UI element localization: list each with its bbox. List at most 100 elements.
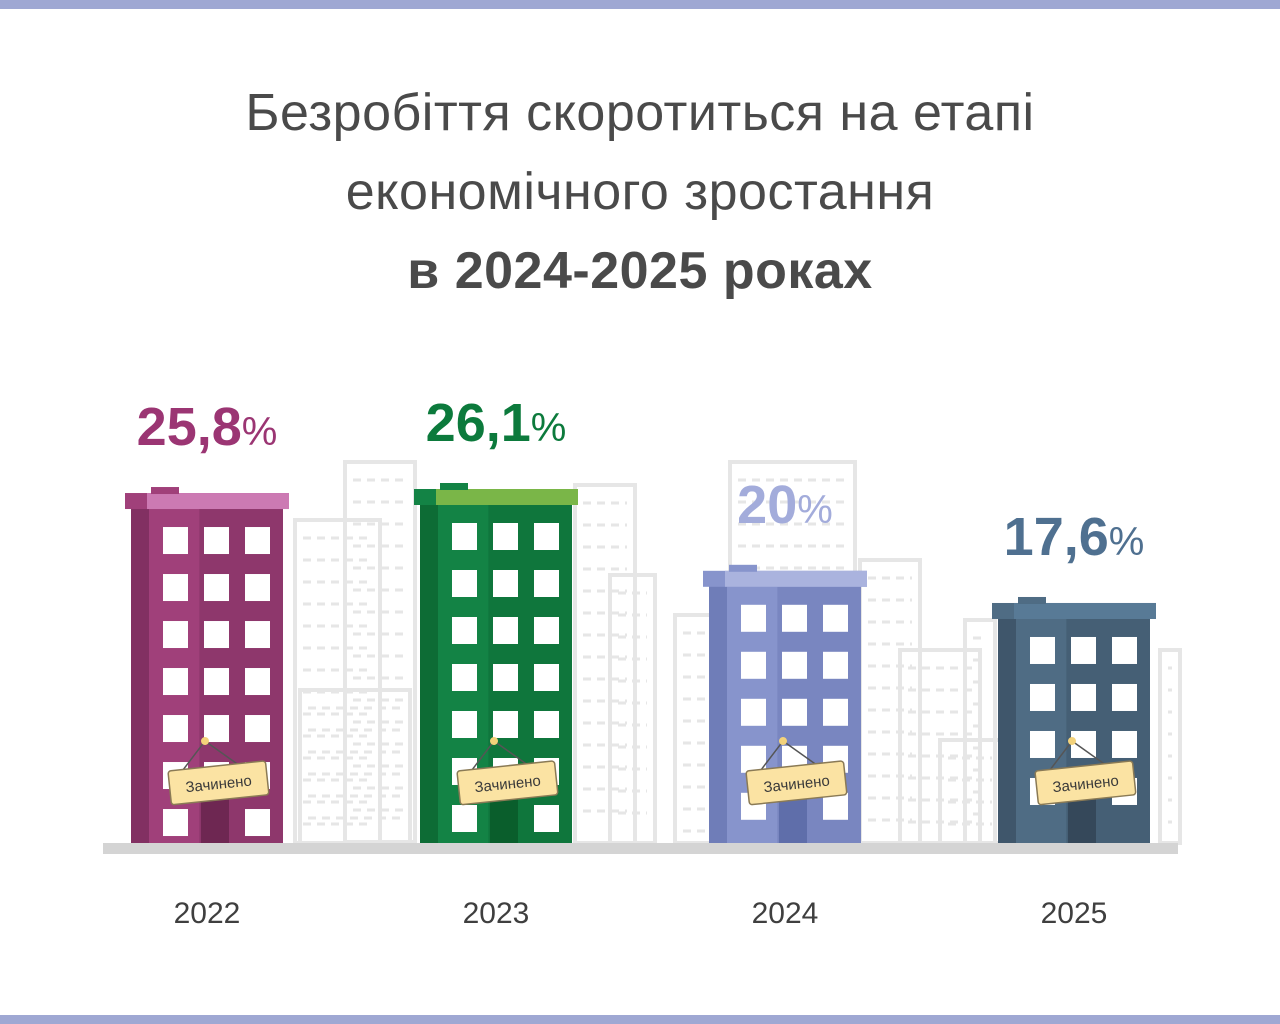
window [741, 651, 766, 679]
year-label-2025: 2025 [1041, 897, 1108, 930]
closed-sign: Зачинено [456, 737, 559, 806]
bar-edge [709, 574, 727, 843]
window [204, 668, 229, 696]
value-label-2024: 20% [737, 475, 833, 535]
window [1112, 636, 1137, 664]
value-label-2025: 17,6% [1004, 507, 1145, 567]
value-labels: 25,8% 26,1%20% 17,6% [137, 393, 1145, 567]
window [534, 523, 559, 550]
sign-text: Зачинено [1052, 772, 1120, 796]
sign-nail [779, 737, 788, 746]
skyline-building [1158, 648, 1182, 845]
window [452, 523, 477, 550]
ground-line [103, 843, 1178, 854]
window [245, 809, 270, 837]
sign-nail [1068, 737, 1077, 746]
roof-vent [729, 564, 757, 572]
window [1071, 730, 1096, 758]
value-label-2023: 26,1% [426, 393, 567, 453]
window [534, 805, 559, 832]
value-unit: % [531, 406, 567, 450]
roof-top [1014, 602, 1156, 619]
window [245, 574, 270, 602]
window [493, 523, 518, 550]
title-line-3: в 2024-2025 роках [407, 242, 873, 300]
closed-sign: Зачинено [1034, 737, 1137, 806]
year-label-2024: 2024 [752, 897, 819, 930]
window [741, 604, 766, 632]
window [1030, 683, 1055, 711]
sign-text: Зачинено [474, 772, 542, 796]
sign-string [493, 740, 532, 768]
window [782, 604, 807, 632]
title-line-2: економічного зростання [345, 163, 935, 221]
window [163, 574, 188, 602]
sign-board [745, 760, 848, 806]
window [534, 617, 559, 644]
building-2025: Зачинено [992, 596, 1156, 843]
sign-nail [490, 737, 499, 746]
year-label-2022: 2022 [174, 897, 241, 930]
value-unit: % [797, 488, 833, 532]
bar-edge [420, 493, 438, 843]
bar-edge [998, 606, 1016, 843]
window [245, 621, 270, 649]
window [452, 617, 477, 644]
window [534, 711, 559, 738]
window [782, 698, 807, 726]
sign-board [456, 760, 559, 806]
window [204, 621, 229, 649]
roof-vent [151, 487, 179, 495]
window [163, 715, 188, 743]
year-label-2023: 2023 [463, 897, 530, 930]
bar-edge [131, 497, 149, 843]
window [493, 664, 518, 691]
roof-vent [440, 483, 468, 490]
value-number: 26,1 [426, 393, 531, 453]
roof-vent [1018, 596, 1046, 604]
window [163, 527, 188, 555]
window [493, 711, 518, 738]
sign-string [782, 740, 821, 768]
window [1112, 730, 1137, 758]
sign-nail [201, 737, 210, 746]
window [204, 574, 229, 602]
sign-text: Зачинено [763, 772, 831, 796]
top-stripe [0, 0, 1280, 9]
window [204, 715, 229, 743]
value-unit: % [1109, 520, 1145, 564]
window [1030, 636, 1055, 664]
title-line-1: Безробіття скоротиться на етапі [245, 84, 1035, 142]
window [534, 664, 559, 691]
window [1030, 730, 1055, 758]
closed-sign: Зачинено [745, 737, 848, 806]
window [163, 809, 188, 837]
value-unit: % [242, 410, 278, 454]
roof-top [725, 570, 867, 587]
roof-top [147, 493, 289, 510]
window [245, 715, 270, 743]
value-label-2022: 25,8% [137, 397, 278, 457]
window [782, 651, 807, 679]
sign-string [1071, 740, 1110, 768]
sign-string [204, 740, 243, 768]
value-number: 25,8 [137, 397, 242, 457]
window [452, 570, 477, 597]
window [1112, 683, 1137, 711]
value-number: 20 [737, 475, 797, 535]
window [452, 711, 477, 738]
bottom-stripe [0, 1015, 1280, 1024]
sign-board [167, 760, 270, 806]
window [245, 527, 270, 555]
window [452, 805, 477, 832]
building-2023: Зачинено [414, 483, 578, 843]
closed-sign: Зачинено [167, 737, 270, 806]
window [1071, 683, 1096, 711]
value-number: 17,6 [1004, 507, 1109, 567]
window [245, 668, 270, 696]
window [1071, 636, 1096, 664]
building-2024: Зачинено [703, 564, 867, 843]
window [741, 698, 766, 726]
window [823, 604, 848, 632]
window [452, 664, 477, 691]
